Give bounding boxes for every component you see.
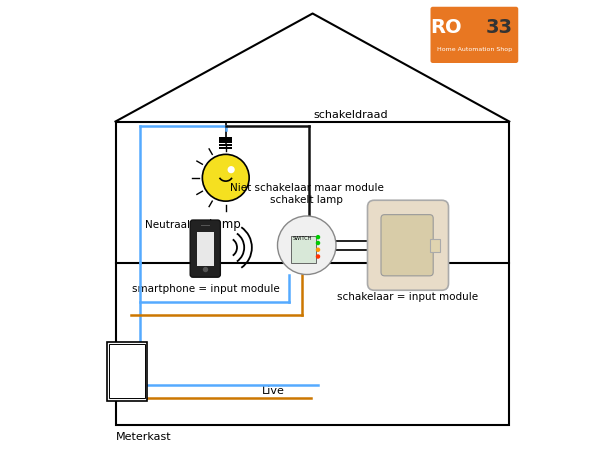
Text: Home Automation Shop: Home Automation Shop bbox=[437, 47, 512, 52]
Text: Neutraaldraad: Neutraaldraad bbox=[145, 220, 220, 230]
FancyBboxPatch shape bbox=[431, 7, 518, 63]
Circle shape bbox=[227, 166, 235, 173]
FancyBboxPatch shape bbox=[190, 220, 220, 277]
Bar bbox=[430, 238, 440, 252]
Bar bbox=[197, 232, 214, 266]
Text: 33: 33 bbox=[485, 18, 512, 36]
Circle shape bbox=[316, 254, 320, 259]
Bar bbox=[220, 140, 232, 143]
Bar bbox=[220, 144, 232, 146]
Bar bbox=[201, 225, 210, 226]
Text: schakeldraad: schakeldraad bbox=[314, 110, 388, 120]
Text: Meterkast: Meterkast bbox=[115, 432, 171, 442]
Text: SWITCH: SWITCH bbox=[293, 236, 312, 241]
Circle shape bbox=[316, 241, 320, 245]
Bar bbox=[115, 122, 509, 425]
Text: Live: Live bbox=[262, 386, 284, 396]
Bar bbox=[107, 342, 147, 400]
FancyBboxPatch shape bbox=[381, 215, 433, 276]
Circle shape bbox=[202, 154, 249, 201]
FancyBboxPatch shape bbox=[367, 200, 449, 290]
Bar bbox=[109, 344, 145, 398]
Text: Lamp: Lamp bbox=[209, 218, 242, 231]
Text: Niet schakelaar maar module
schakelt lamp: Niet schakelaar maar module schakelt lam… bbox=[230, 183, 383, 205]
Circle shape bbox=[316, 248, 320, 252]
Bar bbox=[220, 147, 232, 149]
Circle shape bbox=[316, 235, 320, 239]
Text: smartphone = input module: smartphone = input module bbox=[131, 284, 280, 293]
Bar bbox=[220, 137, 232, 140]
Circle shape bbox=[277, 216, 336, 274]
Text: RO: RO bbox=[430, 18, 462, 36]
Text: schakelaar = input module: schakelaar = input module bbox=[337, 292, 479, 302]
Bar bbox=[291, 236, 316, 263]
Circle shape bbox=[203, 267, 208, 272]
